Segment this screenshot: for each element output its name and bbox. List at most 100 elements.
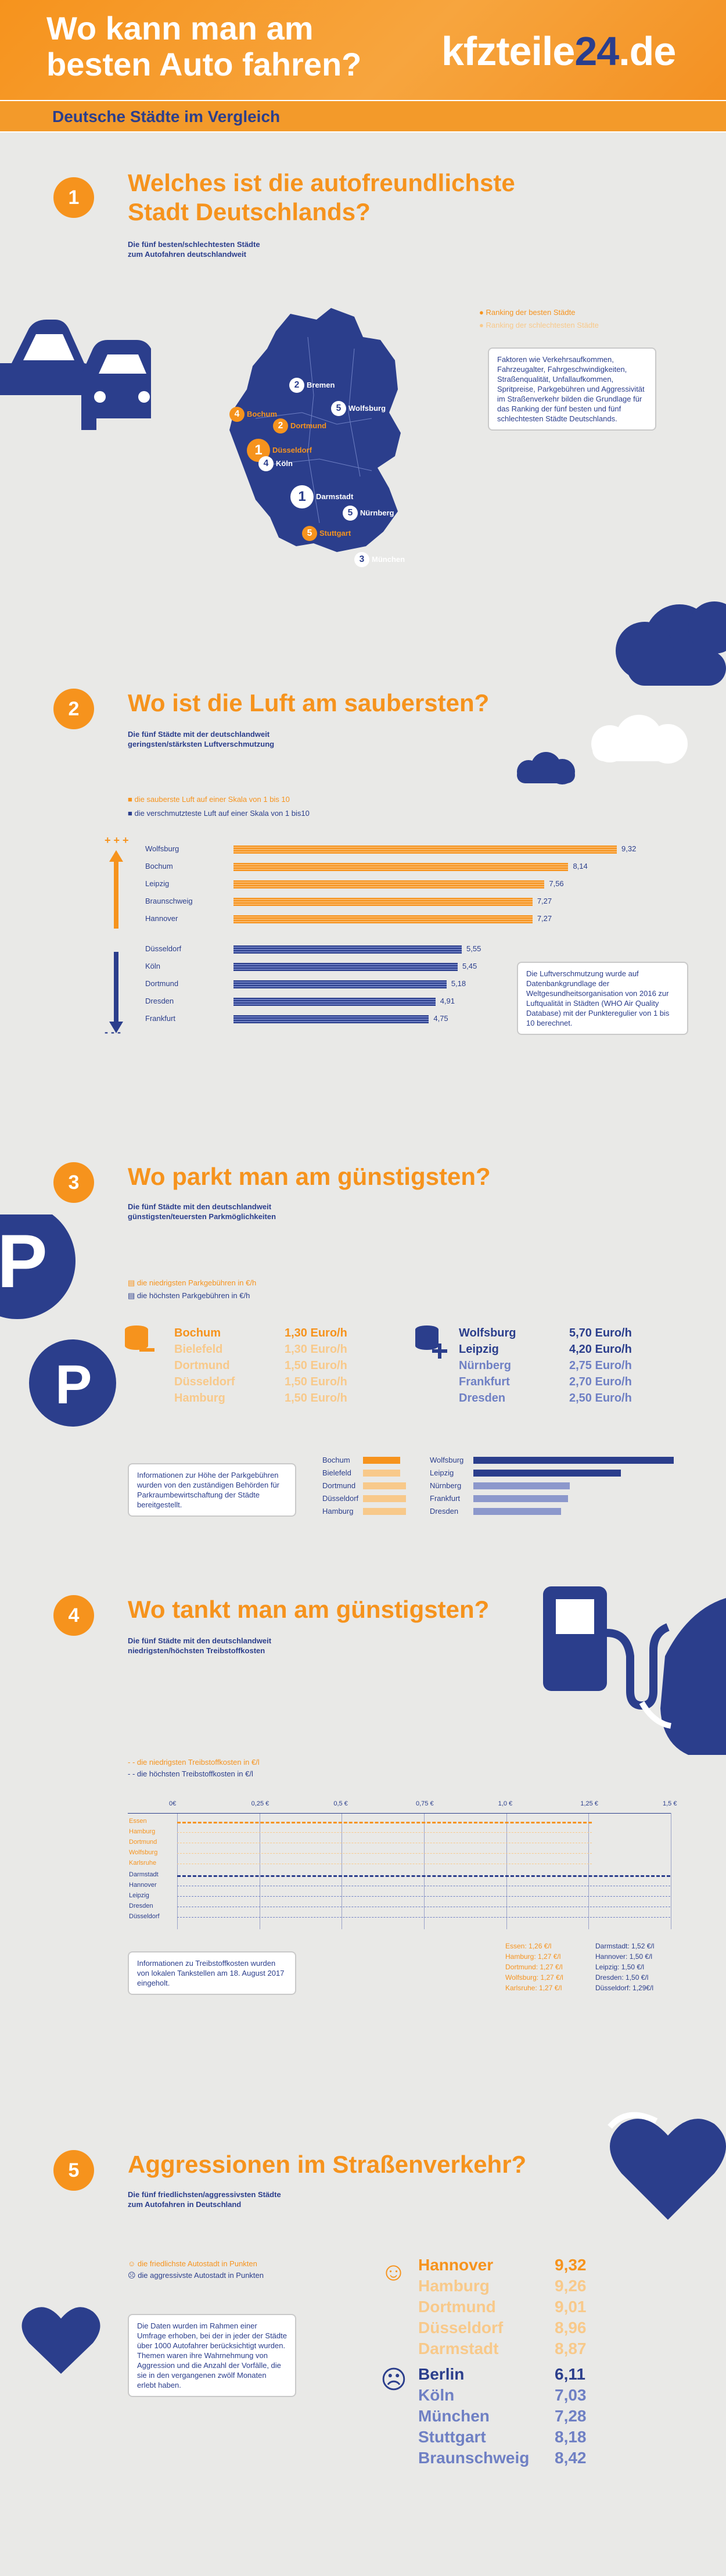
fuel-axis bbox=[128, 1813, 671, 1814]
calm-city-name: Hamburg bbox=[418, 2277, 490, 2295]
calm-city-name: Dortmund bbox=[418, 2298, 496, 2316]
section-4-subtitle: Die fünf Städte mit den deutschlandweit n… bbox=[128, 1636, 272, 1655]
expensive-parking-city: Frankfurt bbox=[459, 1375, 510, 1388]
air-bar bbox=[233, 998, 436, 1006]
brand-logo[interactable]: kfzteile24.de bbox=[441, 28, 676, 74]
calm-city-name: Darmstadt bbox=[418, 2339, 499, 2358]
angry-face-icon: ☹ bbox=[380, 2366, 407, 2394]
map-city-label: Köln bbox=[276, 459, 293, 468]
cheap-parking-price: 1,30 Euro/h bbox=[285, 1327, 347, 1339]
aggressive-city-score: 8,18 bbox=[555, 2428, 587, 2446]
expensive-parking-price: 2,50 Euro/h bbox=[569, 1392, 632, 1405]
section-5-badge: 5 bbox=[53, 2150, 94, 2191]
air-city-label: Düsseldorf bbox=[145, 944, 182, 953]
fuel-low-city: Hamburg bbox=[129, 1828, 156, 1835]
expensive-parking-row: Frankfurt 2,70 Euro/h bbox=[459, 1374, 632, 1390]
svg-text:P: P bbox=[0, 1219, 48, 1303]
map-rank-marker: 5 bbox=[343, 506, 358, 521]
expensive-bar-label: Dresden bbox=[430, 1507, 459, 1515]
fuel-tick-label: 1,25 € bbox=[580, 1800, 598, 1807]
map-city-label: Nürnberg bbox=[360, 508, 394, 517]
cheap-bar-label: Bielefeld bbox=[322, 1468, 351, 1477]
cheap-parking-city: Bielefeld bbox=[174, 1343, 223, 1356]
fuel-tick-label: 0,75 € bbox=[416, 1800, 434, 1807]
aggressive-city-row: Köln 7,03 bbox=[418, 2385, 587, 2406]
expensive-bar-label: Frankfurt bbox=[430, 1494, 461, 1503]
fuel-high-price: Darmstadt: 1,52 €/l bbox=[595, 1942, 655, 1950]
fuel-tick-label: 0,25 € bbox=[251, 1800, 269, 1807]
section-2-info: Die Luftverschmutzung wurde auf Datenban… bbox=[517, 962, 688, 1035]
heart-icon bbox=[608, 2112, 726, 2220]
cheap-parking-price: 1,50 Euro/h bbox=[285, 1392, 347, 1405]
cheap-bar bbox=[363, 1482, 406, 1489]
calm-city-row: Hamburg 9,26 bbox=[418, 2276, 587, 2296]
expensive-parking-price: 4,20 Euro/h bbox=[569, 1343, 632, 1356]
expensive-bar bbox=[473, 1495, 569, 1502]
header-banner bbox=[0, 0, 726, 116]
map-rank-marker: 1 bbox=[247, 439, 270, 462]
map-city-label: Bremen bbox=[307, 381, 335, 389]
expensive-parking-row: Dresden 2,50 Euro/h bbox=[459, 1390, 632, 1406]
aggressive-city-name: München bbox=[418, 2407, 490, 2425]
section-5-title: Aggressionen im Straßenverkehr? bbox=[128, 2151, 527, 2178]
aggressive-city-score: 6,11 bbox=[555, 2365, 585, 2383]
cheap-bar bbox=[363, 1495, 406, 1502]
fuel-low-price: Essen: 1,26 €/l bbox=[505, 1942, 552, 1950]
svg-text:P: P bbox=[55, 1354, 92, 1416]
section-4-info: Informationen zu Treibstoffkosten wurden… bbox=[128, 1951, 296, 1995]
map-rank-marker: 3 bbox=[354, 552, 369, 567]
fuel-low-city: Karlsruhe bbox=[129, 1860, 157, 1866]
map-rank-marker: 4 bbox=[229, 407, 245, 422]
legend-cheap-parking: ▤ die niedrigsten Parkgebühren in €/h bbox=[128, 1278, 257, 1287]
section-3-subtitle: Die fünf Städte mit den deutschlandweit g… bbox=[128, 1202, 276, 1221]
expensive-parking-price: 2,70 Euro/h bbox=[569, 1375, 632, 1388]
aggressive-city-row: Berlin 6,11 bbox=[418, 2364, 587, 2385]
air-value-label: 5,45 bbox=[462, 962, 477, 970]
expensive-parking-price: 2,75 Euro/h bbox=[569, 1359, 632, 1372]
minus-marker: - - - bbox=[105, 1026, 121, 1038]
cheap-parking-price: 1,50 Euro/h bbox=[285, 1375, 347, 1388]
air-value-label: 7,27 bbox=[537, 897, 552, 905]
expensive-bar bbox=[473, 1482, 570, 1489]
legend-calm: ☺ die friedlichste Autostadt in Punkten bbox=[128, 2259, 257, 2268]
air-bar bbox=[233, 845, 617, 854]
calm-city-row: Düsseldorf 8,96 bbox=[418, 2317, 587, 2338]
map-city-label: Wolfsburg bbox=[348, 404, 386, 413]
cloud-icon bbox=[517, 601, 726, 784]
fuel-low-city: Wolfsburg bbox=[129, 1849, 158, 1856]
air-value-label: 4,91 bbox=[440, 997, 455, 1005]
air-bar bbox=[233, 915, 533, 923]
map-city-label: Dortmund bbox=[290, 421, 327, 430]
air-value-label: 7,27 bbox=[537, 914, 552, 923]
calm-city-name: Düsseldorf bbox=[418, 2319, 504, 2337]
air-bar bbox=[233, 963, 458, 971]
air-city-label: Leipzig bbox=[145, 879, 170, 888]
cheap-parking-price: 1,30 Euro/h bbox=[285, 1343, 347, 1356]
cheap-parking-city: Hamburg bbox=[174, 1392, 225, 1405]
cheap-parking-row: Hamburg 1,50 Euro/h bbox=[174, 1390, 347, 1406]
air-value-label: 7,56 bbox=[549, 879, 564, 888]
air-value-label: 5,55 bbox=[466, 944, 481, 953]
fuel-tick-label: 0,5 € bbox=[333, 1800, 348, 1807]
aggressive-city-row: München 7,28 bbox=[418, 2406, 587, 2427]
calm-city-score: 9,32 bbox=[555, 2256, 587, 2274]
fuel-low-city: Dortmund bbox=[129, 1839, 157, 1846]
section-2-subtitle: Die fünf Städte mit der deutschlandweit g… bbox=[128, 730, 275, 748]
expensive-parking-city: Wolfsburg bbox=[459, 1327, 516, 1339]
aggressive-city-name: Stuttgart bbox=[418, 2428, 486, 2446]
page-subtitle: Deutsche Städte im Vergleich bbox=[52, 108, 281, 126]
fuel-high-city: Düsseldorf bbox=[129, 1913, 160, 1920]
map-city-label: Darmstadt bbox=[316, 492, 354, 501]
cheap-bar-label: Hamburg bbox=[322, 1507, 354, 1515]
aggressive-city-score: 8,42 bbox=[555, 2449, 587, 2467]
map-city-label: Bochum bbox=[247, 410, 277, 418]
fuel-high-line bbox=[177, 1896, 671, 1897]
map-city-label: Stuttgart bbox=[319, 529, 351, 538]
map-rank-marker: 2 bbox=[273, 418, 288, 433]
cheap-bar bbox=[363, 1508, 406, 1515]
fuel-tick-label: 1,5 € bbox=[663, 1800, 677, 1807]
map-rank-marker: 2 bbox=[289, 378, 304, 393]
legend-expensive-parking: ▤ die höchsten Parkgebühren in €/h bbox=[128, 1291, 250, 1300]
aggressive-city-name: Braunschweig bbox=[418, 2449, 530, 2467]
map-city-label: Düsseldorf bbox=[272, 446, 312, 454]
